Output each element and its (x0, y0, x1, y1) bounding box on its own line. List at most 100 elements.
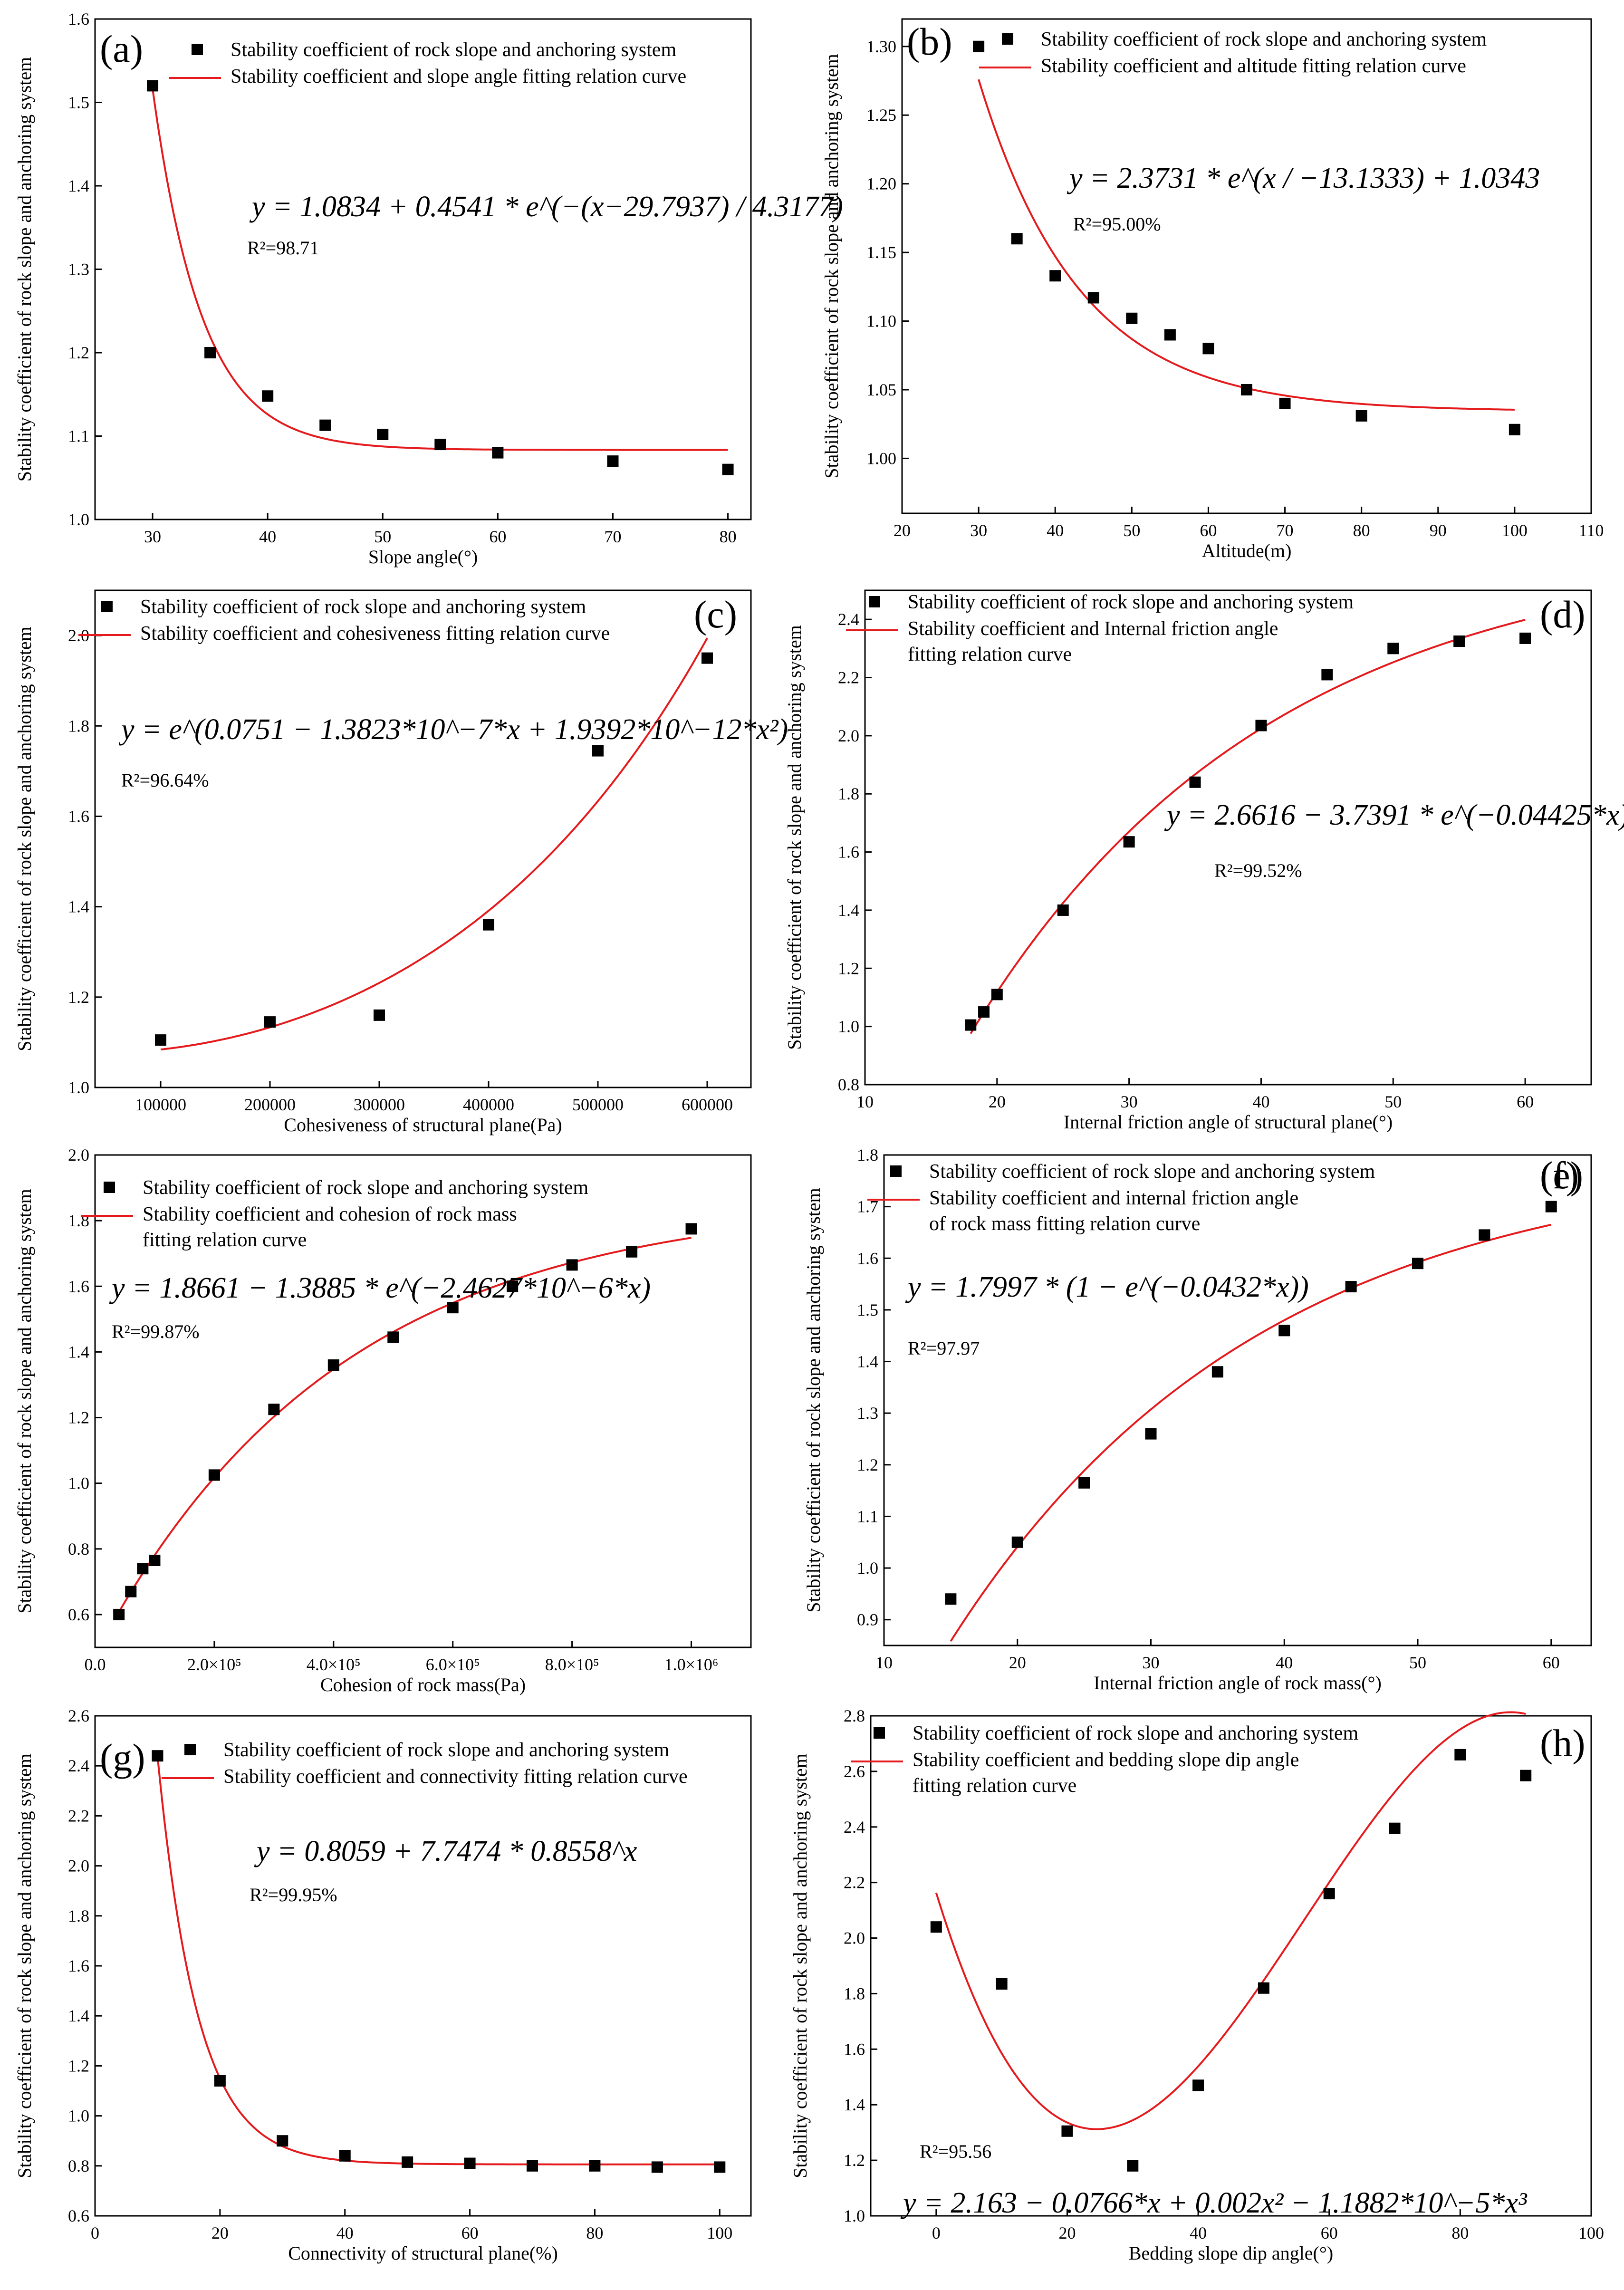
data-point (152, 1750, 163, 1762)
y-tick-label: 1.6 (844, 2040, 865, 2059)
fit-curve (950, 1223, 1552, 1642)
data-point (268, 1404, 280, 1415)
data-point (1321, 669, 1333, 681)
x-tick-label: 50 (1384, 1092, 1402, 1111)
y-tick-label: 1.5 (857, 1300, 878, 1319)
data-point (149, 1554, 161, 1566)
data-point (701, 652, 713, 664)
x-tick-label: 100000 (135, 1095, 186, 1114)
data-point (1355, 410, 1367, 422)
fit-curve (160, 637, 708, 1051)
y-axis-label: Stability coefficient of rock slope and … (14, 626, 35, 1051)
panel-letter: (h) (1540, 1722, 1586, 1765)
y-tick-label: 1.2 (68, 2056, 89, 2075)
x-tick-label: 20 (989, 1092, 1006, 1111)
data-point (1087, 292, 1099, 304)
x-tick-label: 20 (211, 2223, 229, 2242)
y-tick-label: 2.0 (838, 726, 859, 745)
r-squared: R²=97.97 (908, 1337, 980, 1359)
data-point (137, 1563, 149, 1575)
fit-curve (970, 618, 1526, 1034)
x-tick-label: 60 (461, 2223, 479, 2242)
data-point (1323, 1888, 1335, 1900)
data-point (1509, 423, 1520, 435)
legend-label: Stability coefficient of rock slope and … (929, 1161, 1375, 1183)
x-tick-label: 60 (1200, 521, 1217, 540)
fit-curve (156, 1756, 720, 2165)
y-tick-label: 1.6 (838, 843, 859, 862)
r-squared: R²=99.87% (112, 1321, 200, 1342)
x-tick-label: 40 (1276, 1653, 1293, 1672)
data-point (339, 2150, 351, 2162)
x-tick-label: 400000 (463, 1095, 514, 1114)
y-tick-label: 2.8 (844, 1706, 865, 1725)
x-tick-label: 20 (1058, 2223, 1076, 2242)
data-point (1192, 2079, 1204, 2091)
y-tick-label: 2.6 (844, 1762, 865, 1781)
data-point (507, 1280, 519, 1292)
data-point (1545, 1201, 1557, 1212)
y-tick-label: 0.6 (68, 1605, 89, 1624)
legend-label: fitting relation curve (143, 1229, 307, 1251)
legend-marker (101, 601, 113, 612)
data-point (434, 439, 446, 451)
plot-frame (864, 589, 1592, 1086)
data-point (1258, 1982, 1269, 1994)
y-tick-label: 1.3 (857, 1404, 878, 1423)
plot-frame (94, 589, 752, 1088)
r-squared: R²=95.56 (920, 2141, 991, 2162)
legend-label: fitting relation curve (908, 644, 1072, 665)
x-tick-label: 20 (1009, 1653, 1026, 1672)
data-point (1127, 2160, 1139, 2172)
y-tick-label: 1.1 (68, 427, 89, 446)
plot-frame (870, 1715, 1592, 2217)
y-tick-label: 1.0 (68, 1474, 89, 1493)
r-squared: R²=96.64% (121, 770, 209, 791)
data-point (722, 463, 734, 475)
x-tick-label: 70 (1277, 521, 1294, 540)
x-tick-label: 2.0×10⁵ (187, 1655, 241, 1674)
x-tick-label: 8.0×10⁵ (545, 1655, 599, 1674)
data-point (566, 1259, 578, 1271)
y-axis-label: Stability coefficient of rock slope and … (784, 625, 805, 1049)
y-tick-label: 1.4 (68, 897, 89, 916)
legend-label: fitting relation curve (913, 1775, 1076, 1797)
fit-equation: y = e^(0.0751 − 1.3823*10^−7*x + 1.9392*… (118, 713, 788, 746)
legend-label: Stability coefficient of rock slope and … (223, 1739, 669, 1761)
data-point (113, 1608, 125, 1620)
y-tick-label: 0.8 (68, 1539, 89, 1559)
data-point (1520, 1770, 1532, 1781)
y-tick-label: 1.2 (857, 1455, 878, 1474)
x-tick-label: 50 (374, 527, 391, 546)
x-tick-label: 40 (1190, 2223, 1207, 2242)
data-point (978, 1006, 990, 1018)
data-point (492, 447, 504, 459)
data-point (1202, 343, 1214, 355)
y-tick-label: 2.4 (838, 610, 859, 629)
legend-label: Stability coefficient of rock slope and … (231, 39, 676, 61)
data-point (685, 1223, 697, 1235)
x-tick-label: 110 (1579, 521, 1604, 540)
y-tick-label: 1.10 (866, 312, 896, 331)
data-point (277, 2135, 288, 2147)
y-tick-label: 0.8 (68, 2156, 89, 2175)
legend-label: Stability coefficient and internal frict… (929, 1187, 1298, 1209)
y-tick-label: 2.4 (844, 1818, 865, 1837)
data-point (402, 2156, 413, 2168)
x-axis-label: Cohesion of rock mass(Pa) (320, 1674, 526, 1695)
legend-marker (874, 1727, 885, 1739)
y-tick-label: 1.0 (844, 2206, 865, 2225)
data-point (1387, 643, 1399, 654)
chart-panel-f: 10 20 30 40 50 600.91.01.11.21.31.41.51.61.71… (803, 1145, 1592, 1693)
fit-equation: y = 2.3731 * e^(x / −13.1333) + 1.0343 (1067, 162, 1540, 194)
y-tick-label: 1.2 (844, 2151, 865, 2170)
y-tick-label: 1.05 (866, 380, 896, 399)
data-point (387, 1331, 399, 1343)
data-point (147, 80, 159, 92)
y-axis-label: Stability coefficient of rock slope and … (14, 1753, 35, 2178)
x-tick-label: 0.0 (85, 1655, 106, 1674)
legend-marker (184, 1744, 196, 1755)
panel-letter: (b) (907, 20, 952, 63)
x-tick-label: 30 (1121, 1092, 1138, 1111)
y-axis-label: Stability coefficient of rock slope and … (14, 1189, 35, 1613)
